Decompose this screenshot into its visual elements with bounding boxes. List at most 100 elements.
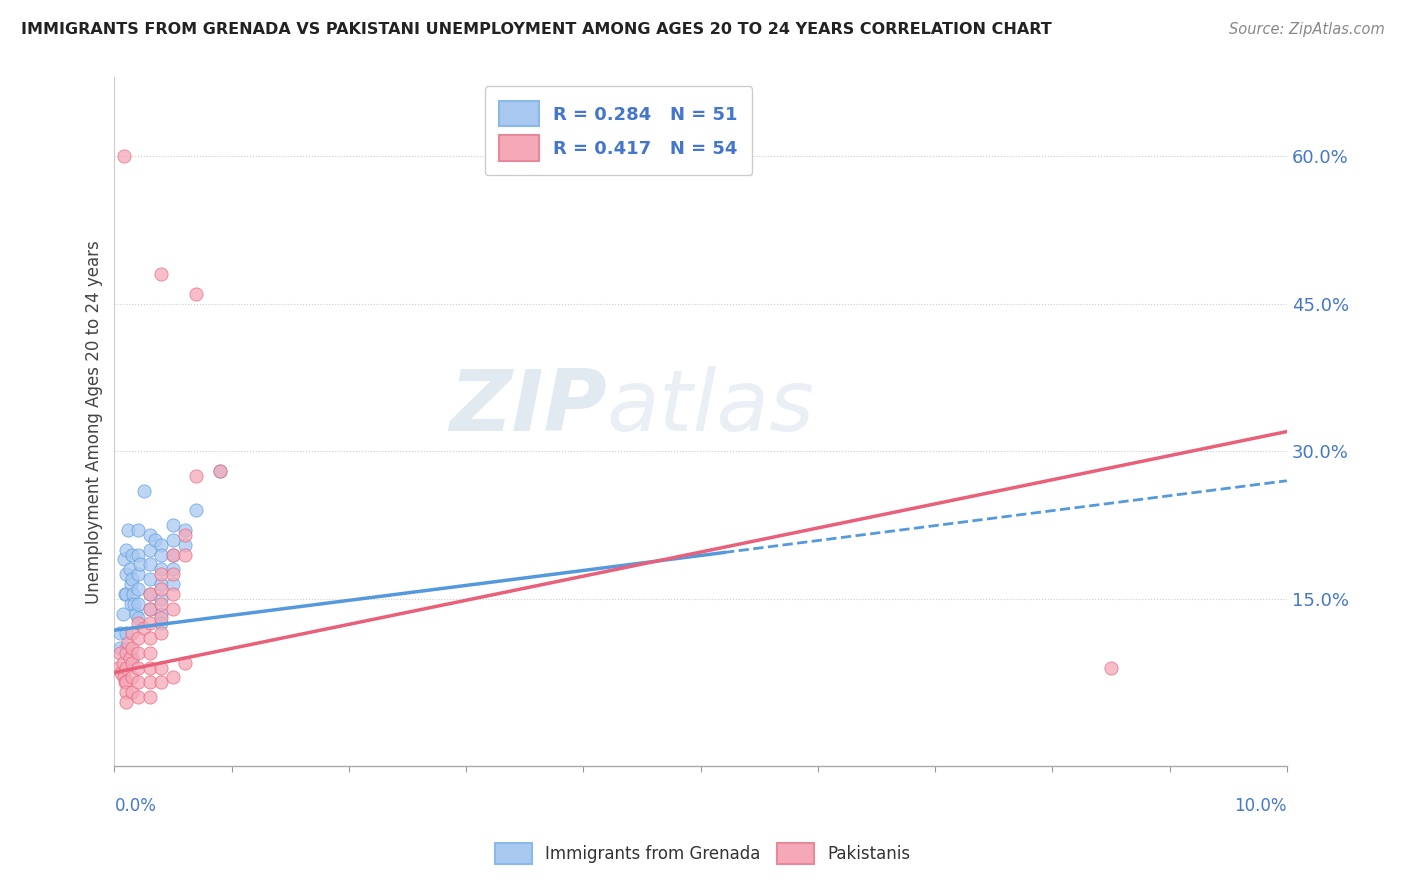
Point <box>186 468 208 483</box>
Point <box>127 616 149 631</box>
Point <box>127 675 149 690</box>
Point <box>117 523 139 537</box>
Point <box>112 552 135 566</box>
Point <box>150 597 173 611</box>
Point <box>138 601 160 615</box>
Point <box>186 286 208 301</box>
Point <box>138 587 160 601</box>
Point <box>115 646 138 660</box>
Point <box>150 567 173 582</box>
Point <box>118 650 141 665</box>
Point <box>162 533 184 547</box>
Point <box>120 597 142 611</box>
Point <box>114 587 136 601</box>
Point <box>150 626 173 640</box>
Point <box>162 548 184 562</box>
Point <box>150 591 173 606</box>
Point <box>173 656 195 670</box>
Point <box>162 577 184 591</box>
Y-axis label: Unemployment Among Ages 20 to 24 years: Unemployment Among Ages 20 to 24 years <box>86 240 103 604</box>
Point <box>150 582 173 596</box>
Point <box>112 671 135 685</box>
Point <box>115 675 138 690</box>
Text: 10.0%: 10.0% <box>1234 797 1286 814</box>
Point <box>121 650 143 665</box>
Point <box>127 597 149 611</box>
Point <box>124 607 146 621</box>
Point <box>150 577 173 591</box>
Point <box>162 567 184 582</box>
Point <box>186 503 208 517</box>
Point <box>162 548 184 562</box>
Point <box>173 523 195 537</box>
Point <box>150 267 173 281</box>
Point <box>138 660 160 674</box>
Point <box>150 616 173 631</box>
Point <box>173 548 195 562</box>
Point <box>150 562 173 576</box>
Point <box>107 660 129 674</box>
Point <box>110 626 132 640</box>
Point <box>120 577 142 591</box>
Point <box>124 597 146 611</box>
Point <box>150 607 173 621</box>
Point <box>127 631 149 645</box>
Point <box>132 621 155 635</box>
Point <box>138 646 160 660</box>
Point <box>117 636 139 650</box>
Point <box>162 671 184 685</box>
Point <box>127 567 149 582</box>
Point <box>127 523 149 537</box>
Point <box>129 558 152 572</box>
Point <box>162 601 184 615</box>
Point <box>112 149 135 163</box>
Point <box>110 640 132 655</box>
Point <box>173 538 195 552</box>
Point <box>115 695 138 709</box>
Point <box>127 646 149 660</box>
Point <box>173 528 195 542</box>
Point <box>121 626 143 640</box>
Point <box>127 660 149 674</box>
Point <box>208 464 231 478</box>
Point <box>138 601 160 615</box>
Text: 0.0%: 0.0% <box>114 797 156 814</box>
Point <box>162 587 184 601</box>
Point <box>150 675 173 690</box>
Point <box>121 640 143 655</box>
Point <box>115 685 138 699</box>
Point <box>138 558 160 572</box>
Point <box>115 542 138 557</box>
Point <box>111 656 134 670</box>
Point <box>115 626 138 640</box>
Point <box>145 533 167 547</box>
Point <box>115 660 138 674</box>
Point <box>138 616 160 631</box>
Point <box>132 483 155 498</box>
Text: Source: ZipAtlas.com: Source: ZipAtlas.com <box>1229 22 1385 37</box>
Legend: Immigrants from Grenada, Pakistanis: Immigrants from Grenada, Pakistanis <box>489 837 917 871</box>
Legend: R = 0.284   N = 51, R = 0.417   N = 54: R = 0.284 N = 51, R = 0.417 N = 54 <box>485 87 752 176</box>
Point <box>138 542 160 557</box>
Point <box>121 572 143 586</box>
Point <box>121 656 143 670</box>
Point <box>138 690 160 705</box>
Point <box>127 611 149 625</box>
Point <box>1099 660 1122 674</box>
Point <box>121 671 143 685</box>
Point <box>138 572 160 586</box>
Point <box>150 538 173 552</box>
Point <box>138 587 160 601</box>
Point <box>121 685 143 699</box>
Text: ZIP: ZIP <box>449 367 607 450</box>
Point <box>115 640 138 655</box>
Point <box>114 675 136 690</box>
Point <box>115 587 138 601</box>
Point <box>118 562 141 576</box>
Point <box>138 631 160 645</box>
Point <box>127 690 149 705</box>
Point <box>127 548 149 562</box>
Point <box>150 660 173 674</box>
Point <box>121 548 143 562</box>
Point <box>208 464 231 478</box>
